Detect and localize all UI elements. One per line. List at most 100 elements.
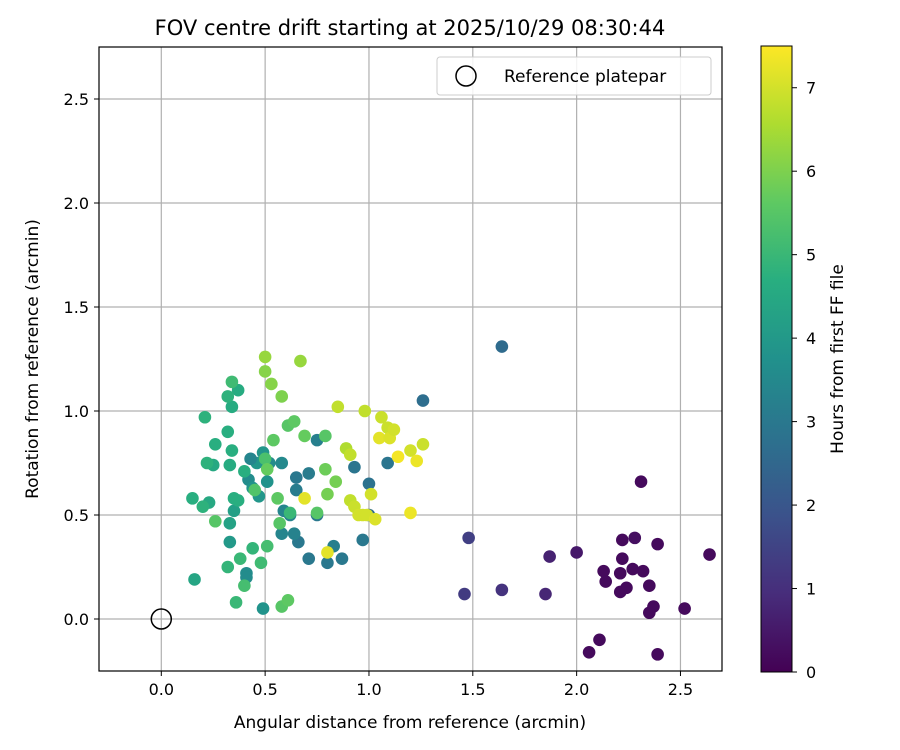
- data-point: [275, 390, 289, 403]
- data-point: [198, 410, 212, 424]
- data-point: [283, 506, 297, 520]
- legend: Reference platepar: [436, 56, 712, 96]
- legend-reference-label: Reference platepar: [504, 67, 666, 87]
- data-point: [233, 552, 247, 565]
- data-point: [458, 587, 471, 601]
- data-point: [364, 487, 378, 501]
- data-point: [258, 452, 272, 466]
- data-point: [186, 492, 199, 505]
- data-point: [643, 579, 656, 593]
- x-tick-label: 1.0: [356, 680, 381, 699]
- data-point: [329, 475, 343, 489]
- x-tick-label: 2.0: [564, 680, 589, 699]
- data-point: [188, 573, 201, 586]
- data-point: [362, 477, 376, 491]
- data-point: [651, 537, 664, 551]
- data-point: [196, 500, 210, 513]
- data-point: [287, 527, 301, 541]
- data-point: [643, 606, 656, 620]
- data-point: [260, 539, 274, 553]
- data-point: [260, 475, 274, 489]
- reference-marker: [150, 608, 173, 630]
- data-point: [271, 492, 284, 505]
- chart-title: FOV centre drift starting at 2025/10/29 …: [155, 16, 666, 40]
- data-point: [495, 583, 509, 597]
- data-point: [570, 546, 583, 559]
- x-tick-label: 0.0: [149, 680, 174, 699]
- colorbar-tick-label: 3: [806, 413, 816, 432]
- data-point: [227, 504, 241, 518]
- colorbar-tick-label: 0: [806, 663, 816, 682]
- data-point: [200, 456, 214, 470]
- data-point: [613, 585, 627, 599]
- data-point: [231, 494, 245, 507]
- data-point: [678, 602, 691, 615]
- grid: [99, 47, 722, 671]
- data-point: [375, 410, 388, 424]
- data-point: [225, 444, 239, 457]
- data-point: [543, 550, 556, 563]
- data-point: [381, 456, 394, 470]
- data-point: [416, 437, 430, 451]
- data-point: [265, 377, 278, 391]
- data-point: [348, 460, 361, 474]
- colorbar-tick-label: 1: [806, 580, 816, 599]
- data-point: [281, 593, 295, 607]
- data-point: [613, 566, 627, 580]
- data-point: [287, 415, 301, 428]
- data-point: [221, 425, 235, 439]
- data-point: [289, 471, 303, 484]
- legend-box: [436, 56, 712, 96]
- data-point: [335, 552, 349, 565]
- data-point: [302, 467, 316, 480]
- data-point: [254, 556, 268, 570]
- data-point: [343, 448, 357, 461]
- data-point: [248, 483, 262, 497]
- data-point: [258, 365, 272, 378]
- colorbar-ticks: 0 1 2 3 4 5 6 7: [792, 79, 816, 682]
- colorbar-tick-label: 5: [806, 246, 816, 265]
- y-tick-label: 2.0: [64, 194, 89, 213]
- data-point: [275, 456, 289, 470]
- data-point: [462, 531, 475, 545]
- data-point: [321, 546, 334, 559]
- data-point: [599, 575, 613, 588]
- data-point: [223, 458, 237, 472]
- data-point: [634, 475, 648, 489]
- data-point: [410, 454, 424, 468]
- data-point: [267, 433, 280, 447]
- colorbar: 0 1 2 3 4 5 6 7 Hours from first FF file: [760, 45, 848, 682]
- data-point: [636, 564, 650, 578]
- y-tick-label: 1.5: [64, 298, 89, 317]
- data-point: [223, 535, 237, 549]
- y-axis-label: Rotation from reference (arcmin): [23, 219, 43, 499]
- data-point: [387, 423, 401, 437]
- data-point: [238, 465, 251, 478]
- colorbar-tick-label: 6: [806, 162, 816, 181]
- y-tick-label: 1.0: [64, 402, 89, 421]
- data-point: [289, 483, 303, 497]
- data-point: [321, 556, 334, 570]
- data-point: [321, 487, 334, 501]
- data-point: [616, 533, 629, 547]
- x-tick-label: 2.5: [668, 680, 693, 699]
- data-point: [298, 429, 311, 443]
- data-point: [229, 596, 243, 609]
- x-axis-label: Angular distance from reference (arcmin): [234, 713, 586, 733]
- data-point: [310, 506, 324, 520]
- data-point: [404, 506, 417, 520]
- data-point: [593, 633, 606, 647]
- plot-frame: [98, 46, 723, 672]
- colorbar-tick-label: 4: [806, 329, 816, 348]
- data-point: [221, 390, 235, 403]
- data-point: [223, 517, 237, 530]
- data-point: [495, 340, 509, 353]
- data-point: [256, 602, 270, 615]
- data-point: [260, 462, 274, 476]
- data-point: [331, 400, 345, 414]
- data-point: [225, 400, 239, 414]
- x-axis-ticks: 0.0 0.5 1.0 1.5 2.0 2.5: [149, 671, 693, 699]
- x-tick-label: 0.5: [252, 680, 277, 699]
- data-point: [319, 429, 332, 443]
- data-point: [539, 587, 552, 601]
